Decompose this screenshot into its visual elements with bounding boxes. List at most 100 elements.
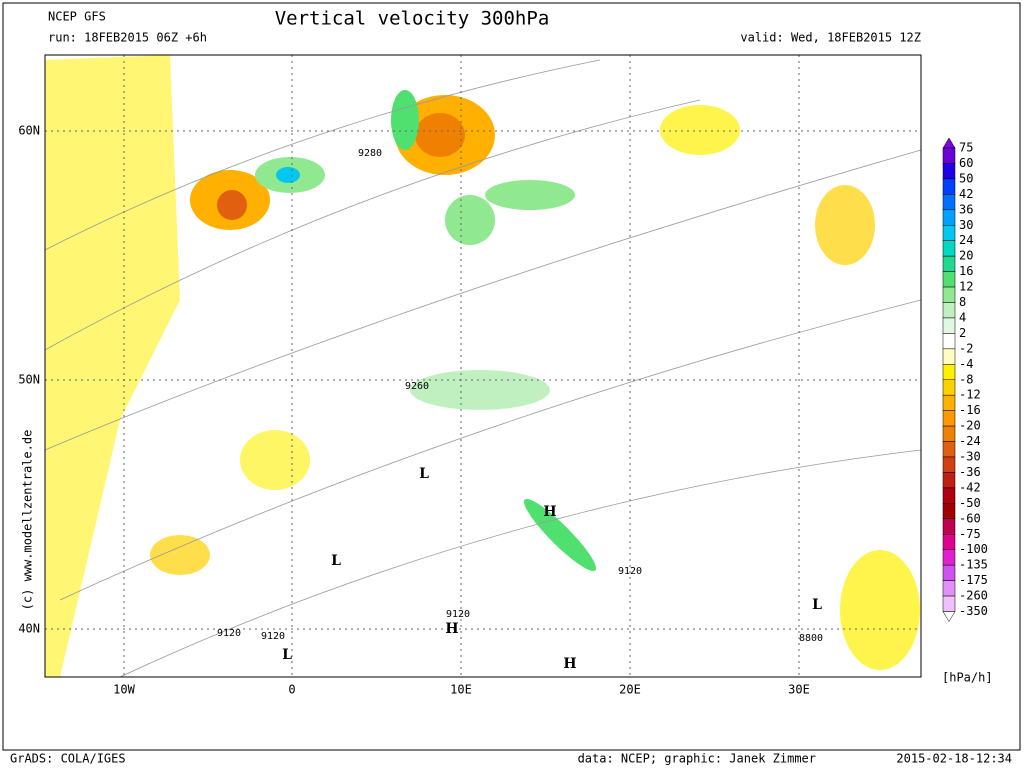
colorbar-label: 12 <box>959 280 973 294</box>
colorbar-label: 42 <box>959 187 973 201</box>
contour-label: 9120 <box>261 631 285 642</box>
colorbar-box <box>942 348 956 365</box>
field-shading <box>445 195 495 245</box>
pressure-center: H <box>445 621 458 637</box>
colorbar-label: -12 <box>959 388 981 402</box>
colorbar-label: 8 <box>959 295 966 309</box>
graticule <box>45 55 921 677</box>
colorbar-arrow <box>942 137 956 149</box>
colorbar-box <box>942 564 956 581</box>
pressure-center: L <box>282 647 292 663</box>
pressure-center: L <box>419 466 429 482</box>
contour <box>44 149 922 451</box>
valid-time: valid: Wed, 18FEB2015 12Z <box>740 31 921 45</box>
run-info: run: 18FEB2015 06Z +6h <box>48 31 207 45</box>
footer-left: GrADS: COLA/IGES <box>10 752 126 766</box>
colorbar-box <box>942 364 956 380</box>
colorbar-label: -75 <box>959 527 981 541</box>
colorbar-label: 4 <box>959 310 966 324</box>
pressure-center: H <box>543 504 556 520</box>
lon-label: 20E <box>619 683 641 697</box>
model-name: NCEP GFS <box>48 10 106 24</box>
colorbar-box <box>942 456 956 473</box>
lat-label: 60N <box>18 124 40 138</box>
colorbar-box <box>942 225 956 241</box>
colorbar-box <box>942 503 956 520</box>
lon-label: 30E <box>788 683 810 697</box>
field-shading <box>415 113 465 157</box>
colorbar-box <box>942 147 956 164</box>
lon-label: 0 <box>288 683 295 697</box>
colorbar-box <box>942 472 956 489</box>
colorbar-label: 16 <box>959 264 973 278</box>
lat-label: 40N <box>18 622 40 636</box>
colorbar-label: -50 <box>959 496 981 510</box>
colorbar-label: 2 <box>959 326 966 340</box>
colorbar-box <box>942 441 956 458</box>
field-shading <box>485 180 575 210</box>
colorbar-label: 50 <box>959 171 973 185</box>
frame <box>2 2 1021 751</box>
field-shading <box>391 90 419 150</box>
footer-timestamp: 2015-02-18-12:34 <box>896 752 1012 766</box>
colorbar-label: -350 <box>959 604 988 618</box>
colorbar-label: -42 <box>959 480 981 494</box>
colorbar-box <box>942 379 956 396</box>
contour-label: 8800 <box>799 633 823 644</box>
contour <box>44 99 701 351</box>
lon-label: 10W <box>113 683 135 697</box>
colorbar-box <box>942 240 956 257</box>
pressure-center: H <box>563 656 576 672</box>
colorbar-box <box>942 549 956 566</box>
field-shading <box>240 430 310 490</box>
contour-label: 9280 <box>358 148 382 159</box>
colorbar-box <box>942 487 956 504</box>
colorbar-label: -260 <box>959 589 988 603</box>
field-shading <box>523 498 597 572</box>
colorbar-box <box>942 178 956 195</box>
field-shading <box>840 550 920 670</box>
colorbar-label: -36 <box>959 465 981 479</box>
colorbar-label: 20 <box>959 249 973 263</box>
colorbar-box <box>942 317 956 334</box>
colorbar-label: 36 <box>959 202 973 216</box>
colorbar-label: -60 <box>959 511 981 525</box>
colorbar-label: -2 <box>959 341 973 355</box>
colorbar-box <box>942 394 956 411</box>
contour-label: 9120 <box>217 628 241 639</box>
colorbar-label: 30 <box>959 218 973 232</box>
colorbar-arrow <box>942 611 956 622</box>
pressure-center: L <box>331 553 341 569</box>
colorbar-label: -24 <box>959 434 981 448</box>
colorbar-box <box>942 595 956 612</box>
colorbar-label: 24 <box>959 233 973 247</box>
colorbar-label: -100 <box>959 542 988 556</box>
contour-label: 9260 <box>405 381 429 392</box>
colorbar-box <box>942 271 956 288</box>
map-area <box>44 54 922 678</box>
height-contours <box>44 59 922 678</box>
field-shading <box>410 370 550 410</box>
lat-label: 50N <box>18 373 40 387</box>
colorbar-label: -175 <box>959 573 988 587</box>
colorbar-label: -8 <box>959 372 973 386</box>
colorbar-box <box>942 163 956 180</box>
colorbar-box <box>942 534 956 550</box>
colorbar-label: -20 <box>959 419 981 433</box>
footer-credit: data: NCEP; graphic: Janek Zimmer <box>578 752 816 766</box>
lon-label: 10E <box>450 683 472 697</box>
field-shading <box>815 185 875 265</box>
colorbar-label: -16 <box>959 403 981 417</box>
colorbar-box <box>942 194 956 211</box>
title: Vertical velocity 300hPa <box>275 8 550 30</box>
field-shading <box>276 167 300 183</box>
field-shading <box>150 535 210 575</box>
field-shading <box>660 105 740 155</box>
colorbar-label: 75 <box>959 141 973 155</box>
unit-label: [hPa/h] <box>942 671 993 685</box>
contour <box>59 299 922 601</box>
colorbar-label: 60 <box>959 156 973 170</box>
colorbar-box <box>942 518 956 535</box>
